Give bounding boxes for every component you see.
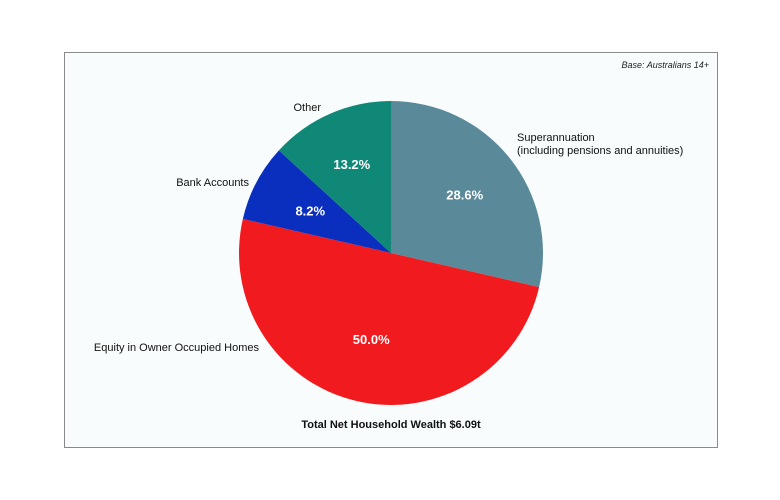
base-note: Base: Australians 14+ bbox=[621, 60, 709, 70]
chart-frame: Base: Australians 14+ 28.6% Superannuatio… bbox=[64, 52, 718, 448]
slice-category-label-3: Other bbox=[293, 102, 321, 114]
slice-category-label-0: Superannuation bbox=[517, 132, 595, 144]
slice-category-label-1: Equity in Owner Occupied Homes bbox=[94, 342, 260, 354]
pie-chart: 28.6% Superannuation(including pensions a… bbox=[94, 101, 683, 405]
slice-value-label-1: 50.0% bbox=[353, 332, 390, 347]
slice-category-sublabel-0: (including pensions and annuities) bbox=[517, 145, 683, 157]
slice-value-label-0: 28.6% bbox=[446, 187, 483, 202]
slice-value-label-3: 13.2% bbox=[333, 157, 370, 172]
pie-slice-2 bbox=[242, 150, 391, 253]
pie-slice-3 bbox=[278, 101, 391, 253]
slice-value-label-2: 8.2% bbox=[295, 204, 325, 219]
slice-category-label-2: Bank Accounts bbox=[176, 177, 249, 189]
pie-slice-0 bbox=[391, 101, 543, 288]
chart-footer: Total Net Household Wealth $6.09t bbox=[301, 419, 481, 431]
pie-slice-1 bbox=[239, 218, 540, 405]
